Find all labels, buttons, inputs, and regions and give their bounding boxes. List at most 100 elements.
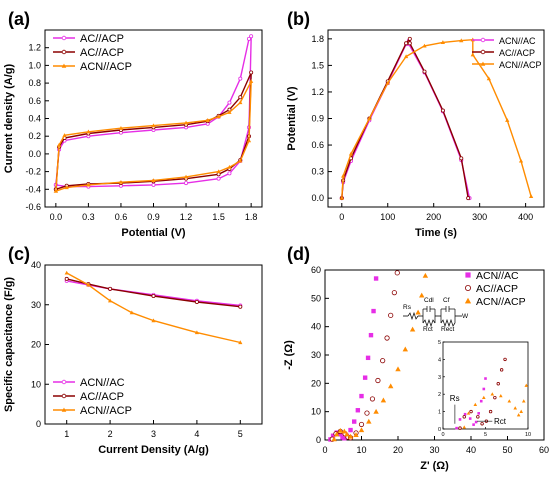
data-point <box>348 427 353 433</box>
data-point <box>368 332 374 338</box>
y-tick-label: 1.8 <box>311 34 324 44</box>
inset-data-point <box>480 422 484 426</box>
inset-data-point <box>496 382 500 386</box>
legend-item: ACN//AC <box>472 36 536 46</box>
inset-y-tick-label: 4 <box>438 357 441 363</box>
inset-data-point <box>479 399 483 403</box>
inset-y-tick-label: 2 <box>438 392 441 398</box>
data-point <box>375 377 381 384</box>
x-axis-title: Current Density (A/g) <box>98 444 209 456</box>
y-tick-label: 1.2 <box>28 43 41 53</box>
y-tick-label: 0 <box>36 419 41 429</box>
data-point <box>404 41 409 46</box>
data-point <box>342 436 347 441</box>
y-axis-ticks: 0.0 0.3 0.6 0.9 1.2 1.5 1.8 <box>311 34 332 203</box>
inset-series-2 <box>462 383 529 429</box>
data-point <box>238 304 243 309</box>
x-tick-label: 30 <box>429 445 439 455</box>
series-line <box>66 272 241 344</box>
data-point <box>183 174 189 179</box>
legend-label: AC//ACP <box>80 33 124 45</box>
data-point <box>341 428 348 434</box>
legend-label: AC//ACP <box>476 283 518 295</box>
legend-item: AC//ACP <box>53 391 124 403</box>
resistor-rect <box>440 318 456 328</box>
y-tick-label: 60 <box>311 265 321 275</box>
series-2 <box>64 270 243 345</box>
y-tick-label: 0.6 <box>311 140 324 150</box>
x-tick-label: 5 <box>238 429 243 439</box>
y-axis-title: Potential (V) <box>286 86 298 151</box>
y-tick-label: -0.2 <box>25 167 41 177</box>
y-tick-label: 30 <box>31 300 41 310</box>
data-point <box>205 118 210 122</box>
inset-data-point <box>476 415 480 419</box>
x-tick-label: 40 <box>466 445 476 455</box>
inset-data-point <box>468 417 472 420</box>
circuit-label-cf: Cf <box>443 297 450 304</box>
inset-y-tick-label: 1 <box>438 410 441 416</box>
legend: ACN//AC AC//ACP ACN//ACP <box>472 36 542 70</box>
panel-c: (c) 1 2 3 4 5 0 10 20 30 40 Current Density (A/g) Sp… <box>3 244 263 456</box>
y-tick-label: 20 <box>31 340 41 350</box>
x-tick-label: 1.5 <box>212 212 225 222</box>
data-point <box>362 375 368 380</box>
inset-data-point <box>477 412 480 415</box>
inset-data-point <box>503 357 507 362</box>
data-point <box>395 366 401 372</box>
data-point <box>249 34 254 39</box>
legend-marker <box>61 63 67 68</box>
data-point <box>422 43 427 48</box>
y-tick-label: 40 <box>311 322 321 332</box>
data-point <box>86 282 91 287</box>
legend-item: AC//ACP <box>464 283 518 295</box>
x-axis-title: Z' (Ω) <box>420 460 449 472</box>
y-tick-label: 1.5 <box>311 60 324 70</box>
inset-x-tick-label: 0 <box>441 432 444 438</box>
data-point <box>355 408 361 413</box>
data-point <box>151 182 156 187</box>
inset-x-tick-label: 5 <box>484 432 487 438</box>
y-axis-title: -Z (Ω) <box>283 340 295 370</box>
legend-item: ACN//ACP <box>53 405 132 417</box>
data-point <box>470 52 475 57</box>
data-point <box>407 41 412 46</box>
data-point <box>216 176 221 181</box>
legend-label: AC//ACP <box>80 391 124 403</box>
legend-label: ACN//ACP <box>80 61 132 73</box>
x-tick-label: 0 <box>322 445 327 455</box>
data-point <box>385 80 390 85</box>
data-point <box>353 432 359 437</box>
data-point <box>422 272 429 278</box>
y-tick-label: 0.3 <box>311 167 324 177</box>
series-0 <box>328 276 379 442</box>
y-tick-label: 0 <box>316 435 321 445</box>
inset-y-tick-label: 5 <box>438 340 441 346</box>
x-axis-ticks: 1 2 3 4 5 <box>64 420 243 439</box>
data-point <box>64 276 69 281</box>
data-point <box>151 294 156 299</box>
y-tick-label: -0.4 <box>25 184 41 194</box>
x-tick-label: 10 <box>356 445 366 455</box>
series-0 <box>64 278 243 308</box>
y-tick-label: 40 <box>31 260 41 270</box>
legend-label: AC//ACP <box>499 48 535 58</box>
inset-data-point <box>484 377 487 380</box>
inset-data-point <box>462 425 467 429</box>
data-point <box>227 171 232 176</box>
y-tick-label: 1.2 <box>311 87 324 97</box>
data-point <box>466 196 471 201</box>
legend-label: AC//ACP <box>80 47 124 59</box>
y-tick-label: 0.0 <box>28 149 41 159</box>
data-point <box>373 276 379 281</box>
inset-data-point <box>490 392 495 396</box>
x-axis-title: Time (s) <box>415 227 457 239</box>
data-point <box>337 427 344 433</box>
inset-series-0 <box>455 377 487 430</box>
data-point <box>384 335 390 341</box>
data-point <box>64 185 69 190</box>
data-point <box>183 120 189 125</box>
data-point <box>151 123 156 128</box>
legend-item: ACN//ACP <box>464 296 526 308</box>
data-point <box>238 100 243 105</box>
